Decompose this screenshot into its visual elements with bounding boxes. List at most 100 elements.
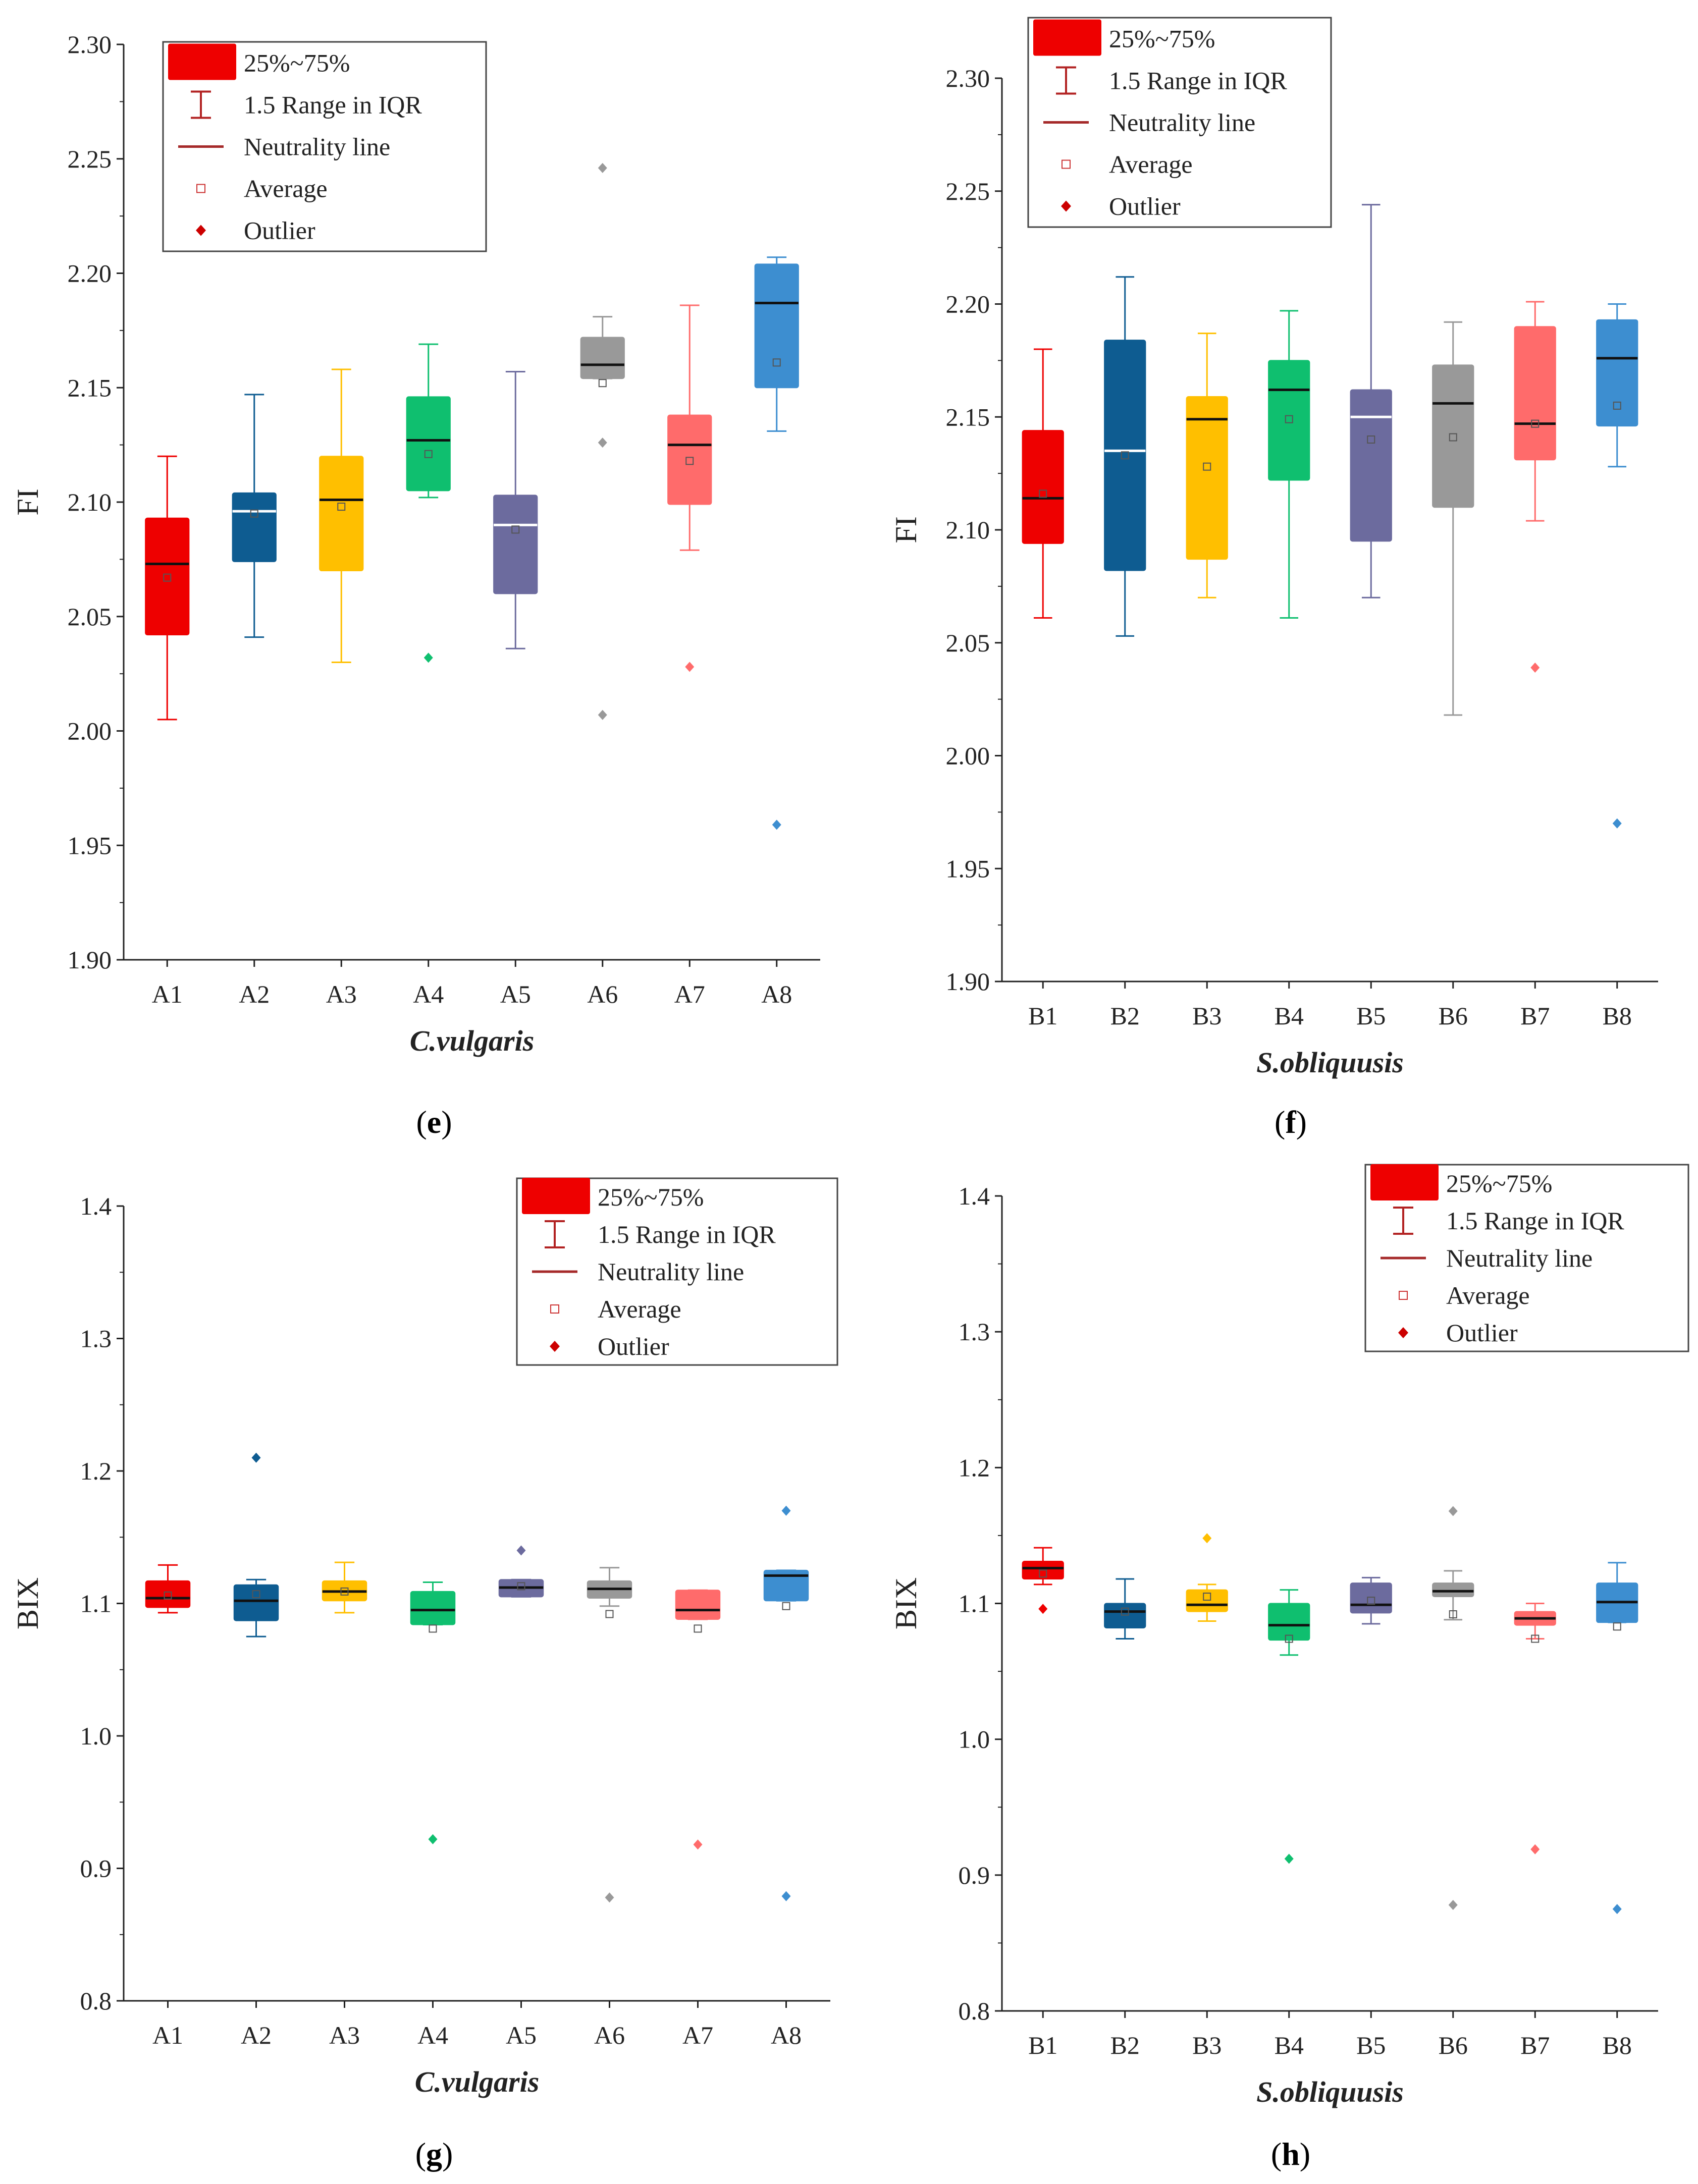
mean-marker	[1121, 451, 1129, 460]
y-tick-label: 2.15	[946, 403, 990, 431]
legend-label: Outlier	[1109, 192, 1181, 221]
box-B3	[1186, 1533, 1228, 1622]
mean-marker	[1285, 415, 1293, 423]
box-A6	[580, 162, 625, 720]
panel-letter: g	[426, 2136, 442, 2172]
legend-label: 25%~75%	[1109, 25, 1215, 53]
box-B2	[1104, 1578, 1146, 1640]
box-iqr	[1432, 1582, 1474, 1598]
legend: 25%~75% 1.5 Range in IQR Neutrality line Av…	[162, 41, 487, 252]
x-tick-label: B5	[1356, 2031, 1386, 2059]
mean-marker	[1531, 419, 1540, 428]
chart-panel-f: 1.90 1.95 2.00 2.05 2.10 2.15 2.20 2.25 2.30 FI B1…	[889, 17, 1658, 1140]
box-A4	[410, 1581, 456, 1844]
y-tick-label: 2.25	[68, 145, 112, 173]
legend-swatch-outlier	[1061, 200, 1071, 212]
box-iqr	[232, 492, 277, 562]
box-A7	[667, 304, 712, 672]
mean-marker	[252, 1590, 260, 1599]
y-tick-label: 1.1	[959, 1590, 990, 1618]
panel-letter: e	[427, 1104, 441, 1140]
mean-marker	[164, 1591, 172, 1600]
box-B8	[1596, 1562, 1638, 1915]
box-B1	[1022, 1547, 1064, 1614]
mean-marker	[598, 379, 607, 388]
x-tick-label: B3	[1192, 2031, 1222, 2059]
outlier-point	[423, 652, 433, 663]
box-A1	[145, 1564, 191, 1614]
box-B1	[1022, 348, 1064, 619]
box-iqr	[763, 1569, 809, 1602]
chart-panel-h: 0.8 0.9 1.0 1.1 1.2 1.3 1.4 BIX B1 B2 B3 B4 B5 B6 B7 B8…	[889, 1164, 1689, 2172]
x-tick-label: A2	[241, 2021, 272, 2049]
box-iqr	[319, 456, 364, 572]
mean-marker	[685, 457, 694, 465]
mean-marker	[1203, 1593, 1211, 1601]
mean-marker	[163, 573, 172, 582]
legend-label: Outlier	[244, 216, 315, 245]
legend-swatch-box	[1370, 1164, 1439, 1200]
x-tick-label: A8	[771, 2021, 802, 2049]
box-A1	[145, 455, 190, 721]
box-iqr	[1268, 360, 1310, 481]
legend-swatch-outlier	[196, 225, 206, 236]
panel-caption: (f)	[1275, 1104, 1307, 1140]
x-tick-label: A1	[152, 980, 183, 1008]
box-A5	[493, 371, 538, 649]
legend-label: Average	[598, 1295, 681, 1323]
outlier-point	[1612, 1904, 1622, 1915]
y-tick-label: 2.25	[946, 177, 990, 205]
y-tick-label: 1.0	[80, 1722, 112, 1750]
legend-swatch-average	[1399, 1291, 1408, 1300]
box-B7	[1514, 301, 1556, 673]
x-tick-label: A7	[682, 2021, 713, 2049]
y-tick-label: 1.95	[946, 854, 990, 883]
x-tick-label: B8	[1603, 1002, 1632, 1030]
chart-panel-e: 1.90 1.95 2.00 2.05 2.10 2.15 2.20 2.25 2.30 FI A1…	[11, 30, 820, 1140]
outlier-point	[1202, 1533, 1212, 1544]
box-B4	[1268, 1589, 1310, 1864]
mean-marker	[337, 503, 346, 511]
y-tick-label: 1.0	[959, 1725, 990, 1754]
mean-marker	[605, 1610, 614, 1618]
legend-label: Average	[1109, 150, 1193, 179]
outlier-point	[685, 662, 695, 672]
outlier-point	[1530, 662, 1540, 673]
mean-marker	[511, 525, 520, 534]
box-B7	[1514, 1603, 1556, 1854]
mean-marker	[1367, 435, 1375, 444]
legend: 25%~75% 1.5 Range in IQR Neutrality line Av…	[516, 1177, 838, 1366]
y-tick-label: 2.30	[946, 64, 990, 92]
box-iqr	[675, 1590, 721, 1620]
mean-marker	[1039, 1569, 1047, 1578]
y-tick-label: 2.10	[68, 488, 112, 516]
x-tick-label: A6	[594, 2021, 625, 2049]
mean-marker	[1613, 401, 1621, 410]
outlier-point	[781, 1505, 791, 1516]
x-tick-label: A3	[329, 2021, 360, 2049]
outlier-point	[1448, 1900, 1458, 1910]
x-tick-label: B1	[1028, 1002, 1057, 1030]
box-A6	[587, 1567, 632, 1903]
y-axis-label: BIX	[889, 1577, 923, 1629]
box-iqr	[1268, 1603, 1310, 1641]
y-tick-label: 2.05	[946, 629, 990, 657]
y-tick-label: 2.00	[946, 742, 990, 770]
box-B5	[1350, 204, 1392, 598]
x-axis-label: C.vulgaris	[415, 2065, 540, 2098]
legend-swatch-average	[196, 184, 205, 193]
box-iqr	[1104, 340, 1146, 571]
box-A4	[406, 343, 451, 663]
box-A2	[233, 1452, 279, 1637]
legend-swatch-box	[522, 1178, 590, 1214]
box-iqr	[1350, 1582, 1392, 1614]
box-A8	[754, 256, 799, 830]
x-tick-label: B2	[1110, 1002, 1140, 1030]
y-tick-label: 1.3	[959, 1318, 990, 1346]
box-A8	[763, 1505, 809, 1901]
y-tick-label: 2.30	[68, 30, 112, 59]
x-tick-label: B2	[1110, 2031, 1140, 2059]
y-tick-label: 1.3	[80, 1325, 112, 1353]
mean-marker	[1449, 1610, 1457, 1619]
